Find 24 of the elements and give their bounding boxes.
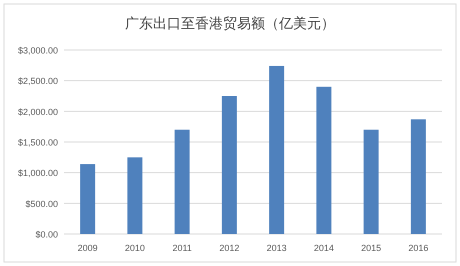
x-tick-label: 2013 (266, 243, 287, 253)
y-tick-label: $500.00 (25, 198, 58, 209)
y-tick-label: $0.00 (35, 230, 58, 240)
chart-title: 广东出口至香港贸易额（亿美元） (125, 15, 335, 31)
x-tick-label: 2016 (408, 243, 428, 253)
y-tick-label: $1,000.00 (18, 168, 58, 178)
y-tick-label: $2,500.00 (18, 76, 58, 86)
bar (269, 66, 284, 234)
bar (316, 86, 332, 234)
bar (127, 157, 142, 234)
bar (174, 130, 190, 234)
x-tick-label: 2010 (124, 243, 145, 253)
y-tick-label: $1,500.00 (18, 138, 58, 148)
x-tick-label: 2009 (78, 243, 98, 253)
x-tick-label: 2011 (172, 243, 192, 253)
bar (80, 164, 96, 234)
x-tick-label: 2014 (314, 243, 334, 253)
y-tick-label: $3,000.00 (18, 46, 58, 56)
bar (222, 96, 237, 234)
y-tick-label: $2,000.00 (18, 106, 58, 117)
x-tick-label: 2015 (361, 243, 382, 253)
bar (364, 130, 379, 234)
x-tick-label: 2012 (219, 243, 240, 253)
bar (410, 119, 426, 234)
